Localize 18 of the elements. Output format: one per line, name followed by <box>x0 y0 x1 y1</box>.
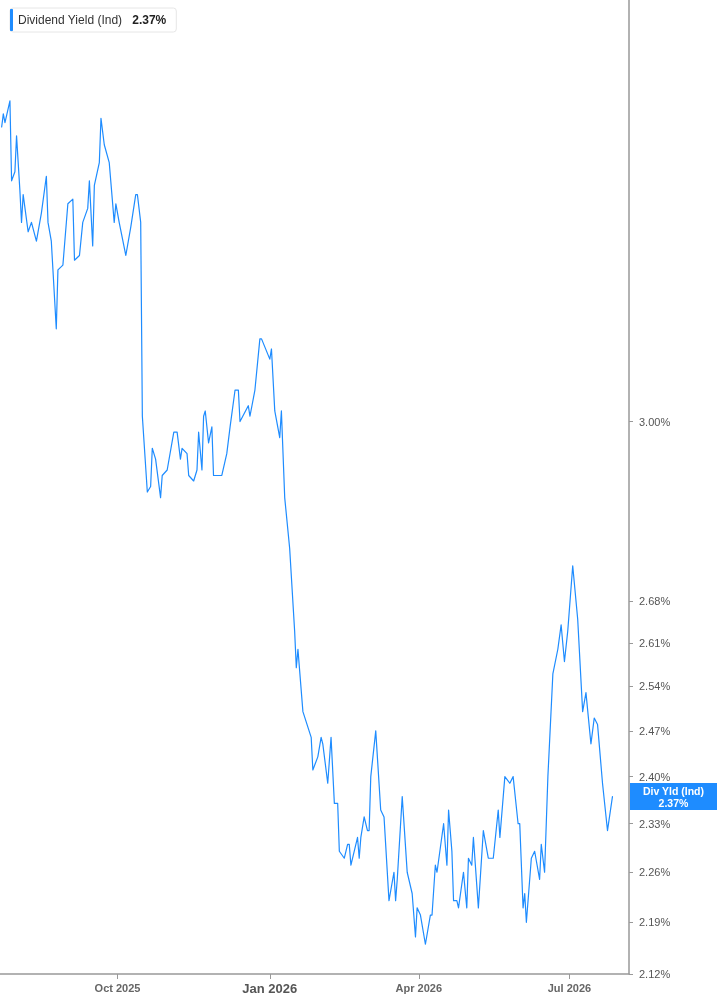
y-tick-label: 3.00% <box>639 415 671 428</box>
legend-label: Dividend Yield (Ind) <box>18 13 123 27</box>
x-tick-label: Apr 2026 <box>395 981 443 994</box>
x-tick-label: Jul 2026 <box>547 981 592 994</box>
y-tick-label: 2.12% <box>639 968 671 980</box>
y-tick-label: 2.40% <box>639 770 671 783</box>
y-tick-label: 2.54% <box>639 680 671 693</box>
y-tick-label: 2.61% <box>639 637 671 650</box>
y-tick-label: 2.26% <box>639 866 671 879</box>
line-series <box>1 100 614 945</box>
x-tick-label: Jan 2026 <box>242 981 298 996</box>
y-tick-label: 2.19% <box>639 916 671 929</box>
x-tick-label: Oct 2025 <box>94 981 141 994</box>
annotation: 2.37% <box>132 13 167 27</box>
text: Div Yld (Ind) 2.37% <box>642 784 705 809</box>
y-tick-label: 2.33% <box>639 817 671 830</box>
y-tick-label: 2.47% <box>639 724 671 737</box>
y-tick-label: 2.68% <box>639 595 671 608</box>
